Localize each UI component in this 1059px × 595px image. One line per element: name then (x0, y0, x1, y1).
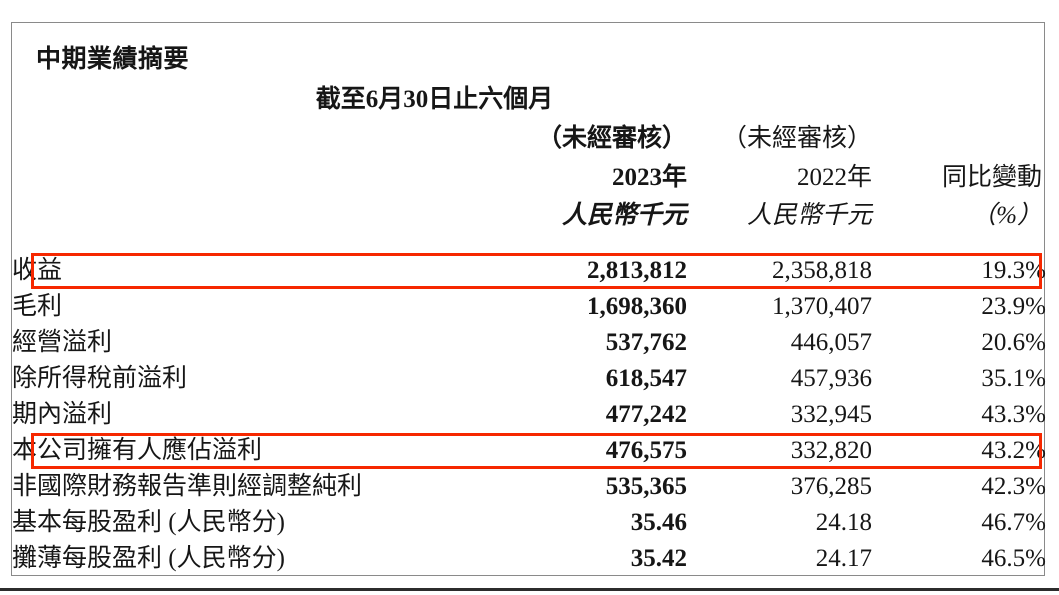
cell-2022: 24.17 (815, 545, 872, 572)
interim-results-card: 中期業績摘要 截至6月30日止六個月 （未經審核） （未經審核） 2023年 2… (11, 22, 1046, 577)
header-unit-2023: 人民幣千元 (561, 202, 687, 229)
cell-change: 19.3% (981, 257, 1046, 284)
table-row: 期內溢利 477,242 332,945 43.3% (12, 397, 1046, 433)
table-row: 經營溢利 537,762 446,057 20.6% (12, 325, 1046, 361)
cell-label: 基本每股盈利 (人民幣分) (12, 509, 285, 536)
cell-change: 20.6% (981, 329, 1046, 356)
cell-change: 43.2% (981, 437, 1046, 464)
cell-2023: 477,242 (605, 401, 687, 428)
cell-label: 本公司擁有人應佔溢利 (12, 437, 263, 464)
cell-2022: 24.18 (815, 509, 872, 536)
table-row: 本公司擁有人應佔溢利 476,575 332,820 43.2% (12, 433, 1046, 469)
cell-change: 42.3% (981, 473, 1046, 500)
cell-2023: 35.42 (630, 545, 687, 572)
header-unaudited-2023: （未經審核） (536, 125, 687, 152)
cell-2023: 35.46 (630, 509, 687, 536)
financial-metrics-table: 收益 2,813,812 2,358,818 19.3% 毛利 1,698,360 1,37… (12, 253, 1046, 577)
page-title: 中期業績摘要 (36, 46, 190, 73)
cell-label: 經營溢利 (12, 329, 113, 356)
table-row: 除所得稅前溢利 618,547 457,936 35.1% (12, 361, 1046, 397)
cell-2023: 476,575 (605, 437, 687, 464)
cell-2022: 376,285 (790, 473, 872, 500)
cell-2023: 537,762 (605, 329, 687, 356)
header-period: 截至6月30日止六個月 (315, 86, 554, 113)
cell-change: 46.7% (981, 509, 1046, 536)
cell-2022: 332,945 (790, 401, 872, 428)
cell-2023: 618,547 (605, 365, 687, 392)
cell-label: 非國際財務報告準則經調整純利 (12, 473, 363, 500)
header-year-2023: 2023年 (611, 164, 687, 191)
cell-label: 期內溢利 (12, 401, 113, 428)
cell-label: 收益 (12, 257, 63, 284)
table-row: 非國際財務報告準則經調整純利 535,365 376,285 42.3% (12, 469, 1046, 505)
header-unit-2022: 人民幣千元 (746, 202, 872, 229)
cell-label: 毛利 (12, 293, 63, 320)
cell-2022: 457,936 (790, 365, 872, 392)
header-change-unit: （%） (971, 202, 1042, 229)
cell-change: 23.9% (981, 293, 1046, 320)
cell-2022: 1,370,407 (772, 293, 872, 320)
bottom-divider (0, 588, 1059, 591)
cell-change: 46.5% (981, 545, 1046, 572)
cell-change: 35.1% (981, 365, 1046, 392)
cell-2023: 1,698,360 (587, 293, 687, 320)
table-row: 基本每股盈利 (人民幣分) 35.46 24.18 46.7% (12, 505, 1046, 541)
header-unaudited-2022: （未經審核） (721, 125, 872, 152)
cell-2022: 332,820 (790, 437, 872, 464)
table-row: 收益 2,813,812 2,358,818 19.3% (12, 253, 1046, 289)
header-change-label: 同比變動 (941, 164, 1042, 191)
cell-2022: 446,057 (790, 329, 872, 356)
cell-2023: 535,365 (605, 473, 687, 500)
cell-2022: 2,358,818 (772, 257, 872, 284)
cell-change: 43.3% (981, 401, 1046, 428)
table-row: 毛利 1,698,360 1,370,407 23.9% (12, 289, 1046, 325)
cell-label: 攤薄每股盈利 (人民幣分) (12, 545, 285, 572)
cell-label: 除所得稅前溢利 (12, 365, 188, 392)
header-year-2022: 2022年 (796, 164, 872, 191)
table-body: 收益 2,813,812 2,358,818 19.3% 毛利 1,698,360 1,37… (12, 253, 1046, 577)
table-row: 攤薄每股盈利 (人民幣分) 35.42 24.17 46.5% (12, 541, 1046, 577)
cell-2023: 2,813,812 (587, 257, 687, 284)
